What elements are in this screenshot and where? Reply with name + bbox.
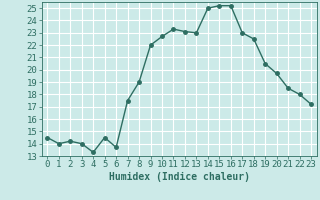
X-axis label: Humidex (Indice chaleur): Humidex (Indice chaleur) bbox=[109, 172, 250, 182]
